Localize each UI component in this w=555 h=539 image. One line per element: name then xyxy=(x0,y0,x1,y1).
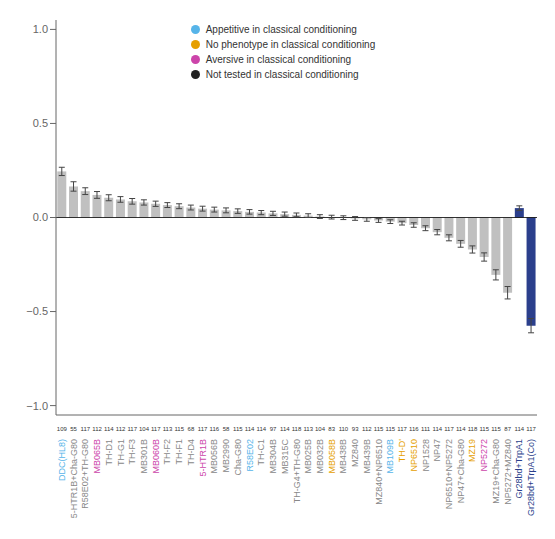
svg-text:TH-F1: TH-F1 xyxy=(174,439,184,465)
svg-text:116: 116 xyxy=(210,426,220,432)
svg-text:MB439B: MB439B xyxy=(362,439,372,474)
svg-text:58: 58 xyxy=(223,426,230,432)
svg-text:MB058B: MB058B xyxy=(327,439,337,474)
svg-text:TH-G1: TH-G1 xyxy=(116,439,126,466)
svg-text:117: 117 xyxy=(198,426,208,432)
svg-text:MB065B: MB065B xyxy=(92,439,102,474)
svg-text:TH-F2: TH-F2 xyxy=(162,439,172,465)
svg-text:Gr28bd+TrpA1: Gr28bd+TrpA1 xyxy=(514,439,524,498)
svg-text:115: 115 xyxy=(233,426,243,432)
svg-text:NP5272+MZ840: NP5272+MZ840 xyxy=(503,439,513,505)
svg-text:113: 113 xyxy=(303,426,313,432)
svg-text:MB304B: MB304B xyxy=(268,439,278,474)
svg-text:NP6510: NP6510 xyxy=(409,439,419,472)
svg-text:MB301B: MB301B xyxy=(139,439,149,474)
svg-text:118: 118 xyxy=(292,426,302,432)
svg-text:114: 114 xyxy=(515,426,525,432)
svg-text:Cha-G80: Cha-G80 xyxy=(233,439,243,476)
svg-text:TH-F3: TH-F3 xyxy=(127,439,137,465)
svg-text:114: 114 xyxy=(432,426,442,432)
svg-text:MB032B: MB032B xyxy=(315,439,325,474)
html-text:No phenotype in classical cond: No phenotype in classical conditioning xyxy=(205,39,376,50)
svg-text:DDC(HL8): DDC(HL8) xyxy=(57,439,67,481)
svg-text:55: 55 xyxy=(70,426,77,432)
svg-text:114: 114 xyxy=(280,426,290,432)
svg-text:NP6510+NP5272: NP6510+NP5272 xyxy=(444,439,454,509)
svg-text:114: 114 xyxy=(257,426,267,432)
svg-text:MB109B: MB109B xyxy=(385,439,395,474)
svg-text:113: 113 xyxy=(163,426,173,432)
svg-text:104: 104 xyxy=(315,426,326,432)
svg-text:MB438B: MB438B xyxy=(338,439,348,474)
svg-text:MB315C: MB315C xyxy=(280,438,290,474)
svg-text:104: 104 xyxy=(139,426,150,432)
svg-text:114: 114 xyxy=(245,426,255,432)
html-text:Appetitive in classical condit: Appetitive in classical conditioning xyxy=(205,24,357,35)
svg-text:R58E02: R58E02 xyxy=(245,439,255,472)
svg-text:97: 97 xyxy=(270,426,277,432)
svg-text:0.0: 0.0 xyxy=(33,211,48,223)
svg-text:R58E02+TH-G80: R58E02+TH-G80 xyxy=(80,439,90,509)
svg-text:117: 117 xyxy=(151,426,161,432)
svg-text:NP5272: NP5272 xyxy=(479,439,489,472)
svg-text:NP47: NP47 xyxy=(432,439,442,462)
svg-text:MB025B: MB025B xyxy=(303,439,313,474)
svg-text:109: 109 xyxy=(57,426,68,432)
svg-text:MB056B: MB056B xyxy=(209,439,219,474)
svg-text:TH-D1: TH-D1 xyxy=(104,439,114,466)
svg-text:MB2990: MB2990 xyxy=(221,439,231,473)
svg-text:111: 111 xyxy=(421,426,431,432)
svg-text:NP47+Cha-G80: NP47+Cha-G80 xyxy=(456,439,466,503)
svg-text:115: 115 xyxy=(491,426,501,432)
svg-text:NP1528: NP1528 xyxy=(421,439,431,472)
svg-text:MZ19+Cha-G80: MZ19+Cha-G80 xyxy=(491,439,501,504)
svg-text:115: 115 xyxy=(479,426,489,432)
svg-text:TH-C1: TH-C1 xyxy=(256,439,266,466)
svg-text:115: 115 xyxy=(386,426,396,432)
svg-text:115: 115 xyxy=(174,426,184,432)
svg-text:87: 87 xyxy=(504,426,511,432)
svg-text:−0.5: −0.5 xyxy=(26,305,48,317)
svg-text:117: 117 xyxy=(397,426,407,432)
svg-text:116: 116 xyxy=(409,426,419,432)
svg-text:MZ840+NP6510: MZ840+NP6510 xyxy=(374,439,384,505)
svg-text:MZ840: MZ840 xyxy=(350,439,360,467)
svg-text:117: 117 xyxy=(81,426,91,432)
svg-text:110: 110 xyxy=(339,426,349,432)
svg-text:−1.0: −1.0 xyxy=(26,400,48,412)
html-text:Aversive in classical conditio: Aversive in classical conditioning xyxy=(205,54,352,65)
svg-text:TH-D': TH-D' xyxy=(397,439,407,462)
svg-text:117: 117 xyxy=(526,426,536,432)
svg-text:83: 83 xyxy=(328,426,335,432)
svg-text:5-HTR1B+Cha-G80: 5-HTR1B+Cha-G80 xyxy=(69,439,79,518)
svg-text:115: 115 xyxy=(374,426,384,432)
svg-text:112: 112 xyxy=(362,426,372,432)
svg-text:117: 117 xyxy=(127,426,137,432)
svg-text:93: 93 xyxy=(352,426,359,432)
svg-text:112: 112 xyxy=(92,426,102,432)
svg-text:117: 117 xyxy=(444,426,454,432)
svg-text:TH-D4: TH-D4 xyxy=(186,439,196,466)
svg-text:0.5: 0.5 xyxy=(33,117,48,129)
svg-text:TH-G4+TH-G80: TH-G4+TH-G80 xyxy=(292,439,302,503)
svg-text:118: 118 xyxy=(468,426,478,432)
svg-text:68: 68 xyxy=(188,426,195,432)
svg-text:MZ19: MZ19 xyxy=(467,439,477,462)
svg-text:114: 114 xyxy=(456,426,466,432)
svg-text:1.0: 1.0 xyxy=(33,23,48,35)
svg-text:MB060B: MB060B xyxy=(151,439,161,474)
svg-text:114: 114 xyxy=(104,426,114,432)
html-text:Not tested in classical condit: Not tested in classical conditioning xyxy=(205,69,359,80)
svg-text:112: 112 xyxy=(116,426,126,432)
svg-text:Gr28bd+TrpA1(Co): Gr28bd+TrpA1(Co) xyxy=(526,439,536,516)
svg-text:5-HTR1B: 5-HTR1B xyxy=(198,439,208,477)
